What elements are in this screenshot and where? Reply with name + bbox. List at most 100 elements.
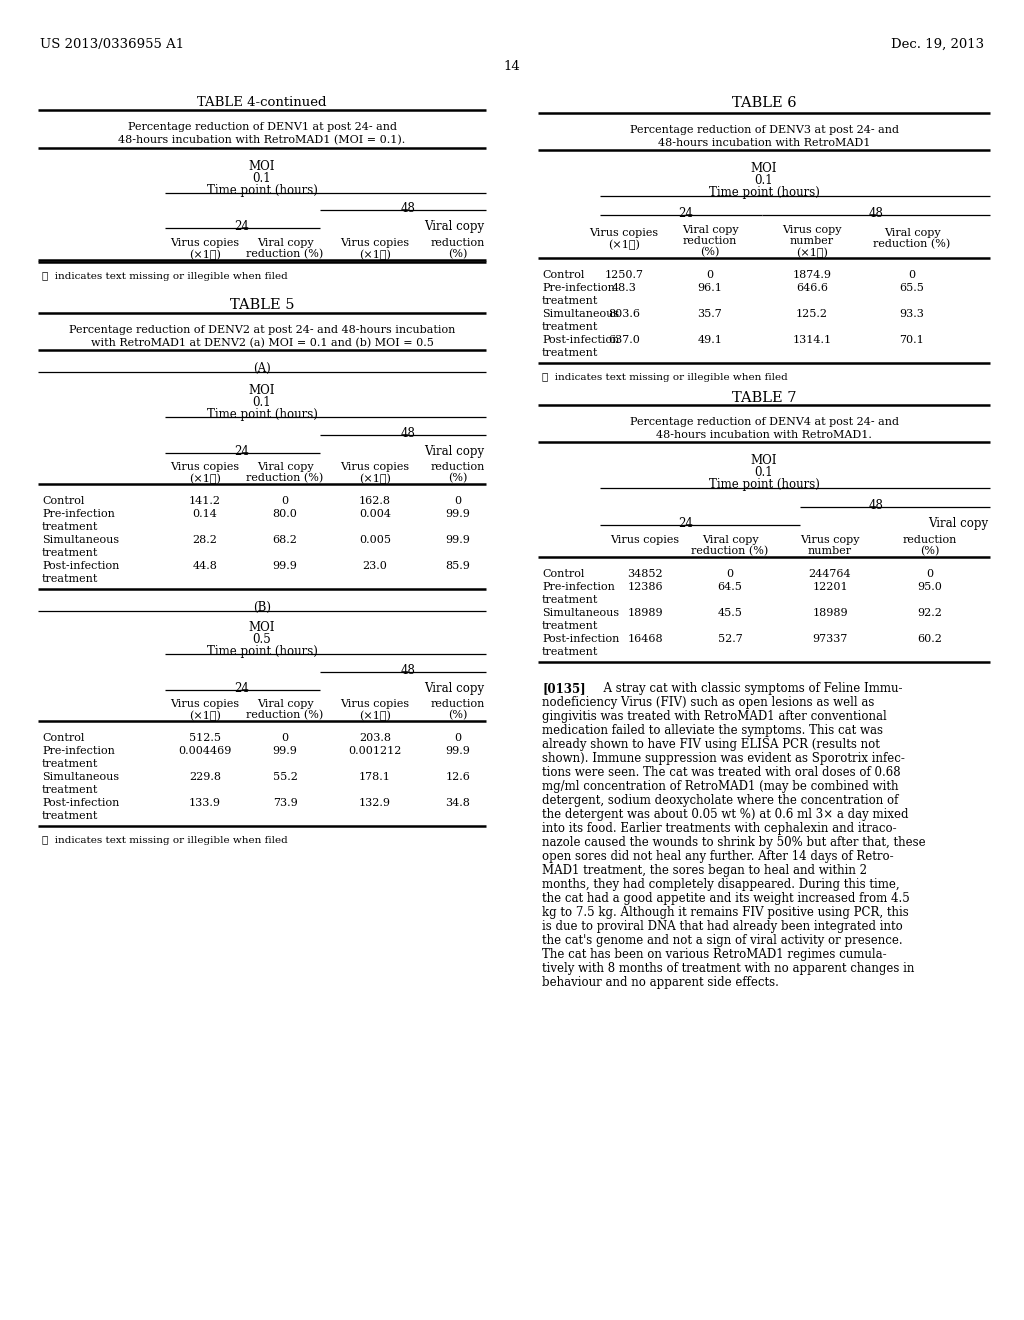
Text: treatment: treatment bbox=[542, 595, 598, 605]
Text: 99.9: 99.9 bbox=[445, 510, 470, 519]
Text: 48: 48 bbox=[400, 202, 416, 215]
Text: Virus copies: Virus copies bbox=[590, 228, 658, 238]
Text: Viral copy: Viral copy bbox=[257, 700, 313, 709]
Text: (%): (%) bbox=[449, 473, 468, 483]
Text: is due to proviral DNA that had already been integrated into: is due to proviral DNA that had already … bbox=[542, 920, 903, 933]
Text: tively with 8 months of treatment with no apparent changes in: tively with 8 months of treatment with n… bbox=[542, 962, 914, 975]
Text: TABLE 7: TABLE 7 bbox=[732, 391, 797, 405]
Text: reduction: reduction bbox=[431, 700, 485, 709]
Text: number: number bbox=[790, 236, 835, 246]
Text: Viral copy: Viral copy bbox=[257, 462, 313, 473]
Text: Pre-infection: Pre-infection bbox=[42, 510, 115, 519]
Text: reduction: reduction bbox=[683, 236, 737, 246]
Text: 49.1: 49.1 bbox=[697, 335, 723, 345]
Text: 244764: 244764 bbox=[809, 569, 851, 579]
Text: the cat's genome and not a sign of viral activity or presence.: the cat's genome and not a sign of viral… bbox=[542, 935, 902, 946]
Text: 18989: 18989 bbox=[627, 609, 663, 618]
Text: 68.2: 68.2 bbox=[272, 535, 297, 545]
Text: 0: 0 bbox=[726, 569, 733, 579]
Text: (A): (A) bbox=[253, 362, 271, 375]
Text: treatment: treatment bbox=[542, 296, 598, 306]
Text: 60.2: 60.2 bbox=[918, 634, 942, 644]
Text: 12.6: 12.6 bbox=[445, 772, 470, 781]
Text: 0: 0 bbox=[282, 496, 289, 506]
Text: 93.3: 93.3 bbox=[899, 309, 925, 319]
Text: Pre-infection: Pre-infection bbox=[542, 582, 614, 591]
Text: 0.004469: 0.004469 bbox=[178, 746, 231, 756]
Text: 96.1: 96.1 bbox=[697, 282, 723, 293]
Text: Virus copy: Virus copy bbox=[800, 535, 860, 545]
Text: 18989: 18989 bbox=[812, 609, 848, 618]
Text: treatment: treatment bbox=[542, 322, 598, 333]
Text: Virus copy: Virus copy bbox=[782, 224, 842, 235]
Text: Time point (hours): Time point (hours) bbox=[709, 186, 819, 199]
Text: 229.8: 229.8 bbox=[189, 772, 221, 781]
Text: (×1ⓗ): (×1ⓗ) bbox=[189, 710, 221, 721]
Text: (×1ⓗ): (×1ⓗ) bbox=[359, 249, 391, 260]
Text: 0: 0 bbox=[927, 569, 934, 579]
Text: reduction: reduction bbox=[431, 238, 485, 248]
Text: already shown to have FIV using ELISA PCR (results not: already shown to have FIV using ELISA PC… bbox=[542, 738, 880, 751]
Text: Post-infection: Post-infection bbox=[542, 335, 620, 345]
Text: Viral copy: Viral copy bbox=[884, 228, 940, 238]
Text: Percentage reduction of DENV3 at post 24- and: Percentage reduction of DENV3 at post 24… bbox=[630, 125, 898, 135]
Text: (×1ⓗ): (×1ⓗ) bbox=[359, 473, 391, 483]
Text: 99.9: 99.9 bbox=[272, 746, 297, 756]
Text: Control: Control bbox=[542, 271, 585, 280]
Text: reduction: reduction bbox=[431, 462, 485, 473]
Text: Viral copy: Viral copy bbox=[424, 220, 484, 234]
Text: 48-hours incubation with RetroMAD1 (MOI = 0.1).: 48-hours incubation with RetroMAD1 (MOI … bbox=[119, 135, 406, 145]
Text: shown). Immune suppression was evident as Sporotrix infec-: shown). Immune suppression was evident a… bbox=[542, 752, 905, 766]
Text: 24: 24 bbox=[234, 220, 250, 234]
Text: MOI: MOI bbox=[249, 384, 275, 397]
Text: MAD1 treatment, the sores began to heal and within 2: MAD1 treatment, the sores began to heal … bbox=[542, 865, 867, 876]
Text: nodeficiency Virus (FIV) such as open lesions as well as: nodeficiency Virus (FIV) such as open le… bbox=[542, 696, 874, 709]
Text: 0.005: 0.005 bbox=[359, 535, 391, 545]
Text: 48-hours incubation with RetroMAD1.: 48-hours incubation with RetroMAD1. bbox=[656, 430, 872, 440]
Text: 97337: 97337 bbox=[812, 634, 848, 644]
Text: (×1ⓗ): (×1ⓗ) bbox=[608, 239, 640, 249]
Text: Virus copies: Virus copies bbox=[340, 700, 410, 709]
Text: 34.8: 34.8 bbox=[445, 799, 470, 808]
Text: treatment: treatment bbox=[42, 574, 98, 583]
Text: 52.7: 52.7 bbox=[718, 634, 742, 644]
Text: Simultaneous: Simultaneous bbox=[42, 535, 119, 545]
Text: 0: 0 bbox=[455, 733, 462, 743]
Text: open sores did not heal any further. After 14 days of Retro-: open sores did not heal any further. Aft… bbox=[542, 850, 894, 863]
Text: Time point (hours): Time point (hours) bbox=[207, 408, 317, 421]
Text: Post-infection: Post-infection bbox=[542, 634, 620, 644]
Text: Virus copies: Virus copies bbox=[170, 238, 240, 248]
Text: 178.1: 178.1 bbox=[359, 772, 391, 781]
Text: 35.7: 35.7 bbox=[697, 309, 722, 319]
Text: 24: 24 bbox=[679, 517, 693, 531]
Text: 73.9: 73.9 bbox=[272, 799, 297, 808]
Text: Virus copies: Virus copies bbox=[610, 535, 680, 545]
Text: 0.1: 0.1 bbox=[253, 396, 271, 409]
Text: into its food. Earlier treatments with cephalexin and itraco-: into its food. Earlier treatments with c… bbox=[542, 822, 897, 836]
Text: Post-infection: Post-infection bbox=[42, 799, 120, 808]
Text: Dec. 19, 2013: Dec. 19, 2013 bbox=[891, 38, 984, 51]
Text: 1874.9: 1874.9 bbox=[793, 271, 831, 280]
Text: 70.1: 70.1 bbox=[900, 335, 925, 345]
Text: Viral copy: Viral copy bbox=[682, 224, 738, 235]
Text: 24: 24 bbox=[234, 682, 250, 696]
Text: 0: 0 bbox=[282, 733, 289, 743]
Text: ⓗ  indicates text missing or illegible when filed: ⓗ indicates text missing or illegible wh… bbox=[542, 374, 787, 381]
Text: Pre-infection: Pre-infection bbox=[542, 282, 614, 293]
Text: [0135]: [0135] bbox=[542, 682, 586, 696]
Text: 0: 0 bbox=[455, 496, 462, 506]
Text: (B): (B) bbox=[253, 601, 271, 614]
Text: Control: Control bbox=[42, 733, 84, 743]
Text: 125.2: 125.2 bbox=[796, 309, 828, 319]
Text: 48.3: 48.3 bbox=[611, 282, 637, 293]
Text: number: number bbox=[808, 546, 852, 556]
Text: 132.9: 132.9 bbox=[359, 799, 391, 808]
Text: Time point (hours): Time point (hours) bbox=[709, 478, 819, 491]
Text: 0.004: 0.004 bbox=[359, 510, 391, 519]
Text: 0.1: 0.1 bbox=[755, 174, 773, 187]
Text: reduction (%): reduction (%) bbox=[247, 473, 324, 483]
Text: The cat has been on various RetroMAD1 regimes cumula-: The cat has been on various RetroMAD1 re… bbox=[542, 948, 887, 961]
Text: 48: 48 bbox=[868, 499, 884, 512]
Text: (×1ⓗ): (×1ⓗ) bbox=[359, 710, 391, 721]
Text: reduction (%): reduction (%) bbox=[873, 239, 950, 249]
